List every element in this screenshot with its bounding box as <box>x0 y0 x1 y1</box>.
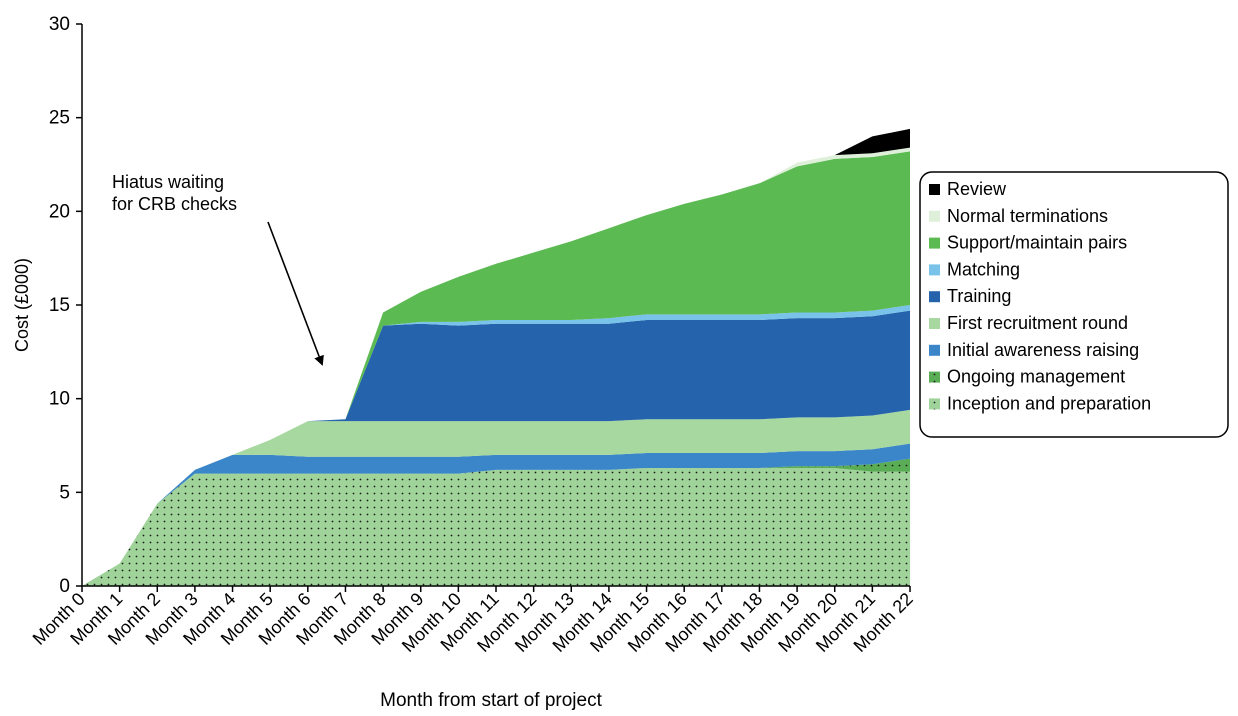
y-tick-label: 5 <box>59 482 70 503</box>
area-initial-awareness-raising <box>82 443 910 586</box>
legend-label-first-recruitment-round: First recruitment round <box>947 313 1128 333</box>
legend-label-inception-and-preparation: Inception and preparation <box>947 393 1151 413</box>
area-first-recruitment-round <box>82 409 910 586</box>
annotation-arrow <box>267 221 324 366</box>
legend-swatch-support-maintain-pairs <box>929 237 940 249</box>
legend-label-ongoing-management: Ongoing management <box>947 367 1125 387</box>
area-support-maintain-pairs <box>82 151 910 587</box>
legend-swatch-review <box>929 184 940 195</box>
y-tick-label: 30 <box>49 14 70 35</box>
y-axis-ticks: 0 5 10 15 20 25 30 <box>49 14 82 597</box>
legend-swatch-normal-terminations <box>929 210 940 222</box>
legend-box <box>919 171 1229 438</box>
area-training <box>82 310 910 586</box>
x-axis-label: Month from start of project <box>380 690 602 711</box>
legend-swatch-first-recruitment-round <box>929 318 940 329</box>
y-tick-label: 0 <box>59 576 70 597</box>
y-tick-label: 20 <box>49 201 70 222</box>
legend-swatch-initial-awareness-raising <box>929 344 940 356</box>
legend-swatch-matching <box>929 264 940 276</box>
legend-label-normal-terminations: Normal terminations <box>947 206 1108 226</box>
legend-label-initial-awareness-raising: Initial awareness raising <box>947 340 1139 360</box>
legend-swatch-training <box>929 291 940 303</box>
annotation-line-2: for CRB checks <box>112 194 237 214</box>
legend-label-matching: Matching <box>947 259 1020 279</box>
annotation: Hiatus waiting for CRB checks <box>112 172 324 366</box>
legend-label-support-maintain-pairs: Support/maintain pairs <box>947 233 1127 253</box>
y-tick-label: 15 <box>49 295 70 316</box>
y-tick-label: 10 <box>49 389 70 410</box>
legend: Review Normal terminations Support/maintai… <box>919 171 1229 438</box>
annotation-line-1: Hiatus waiting <box>112 172 224 192</box>
legend-swatch-inception-and-preparation <box>929 398 940 410</box>
y-axis-label: Cost (£000) <box>12 258 32 352</box>
legend-label-review: Review <box>947 179 1007 199</box>
area-inception-and-preparation <box>82 467 910 586</box>
legend-swatch-ongoing-management <box>929 371 940 383</box>
legend-label-training: Training <box>947 286 1011 306</box>
area-layers <box>82 128 910 587</box>
y-tick-label: 25 <box>49 108 70 129</box>
